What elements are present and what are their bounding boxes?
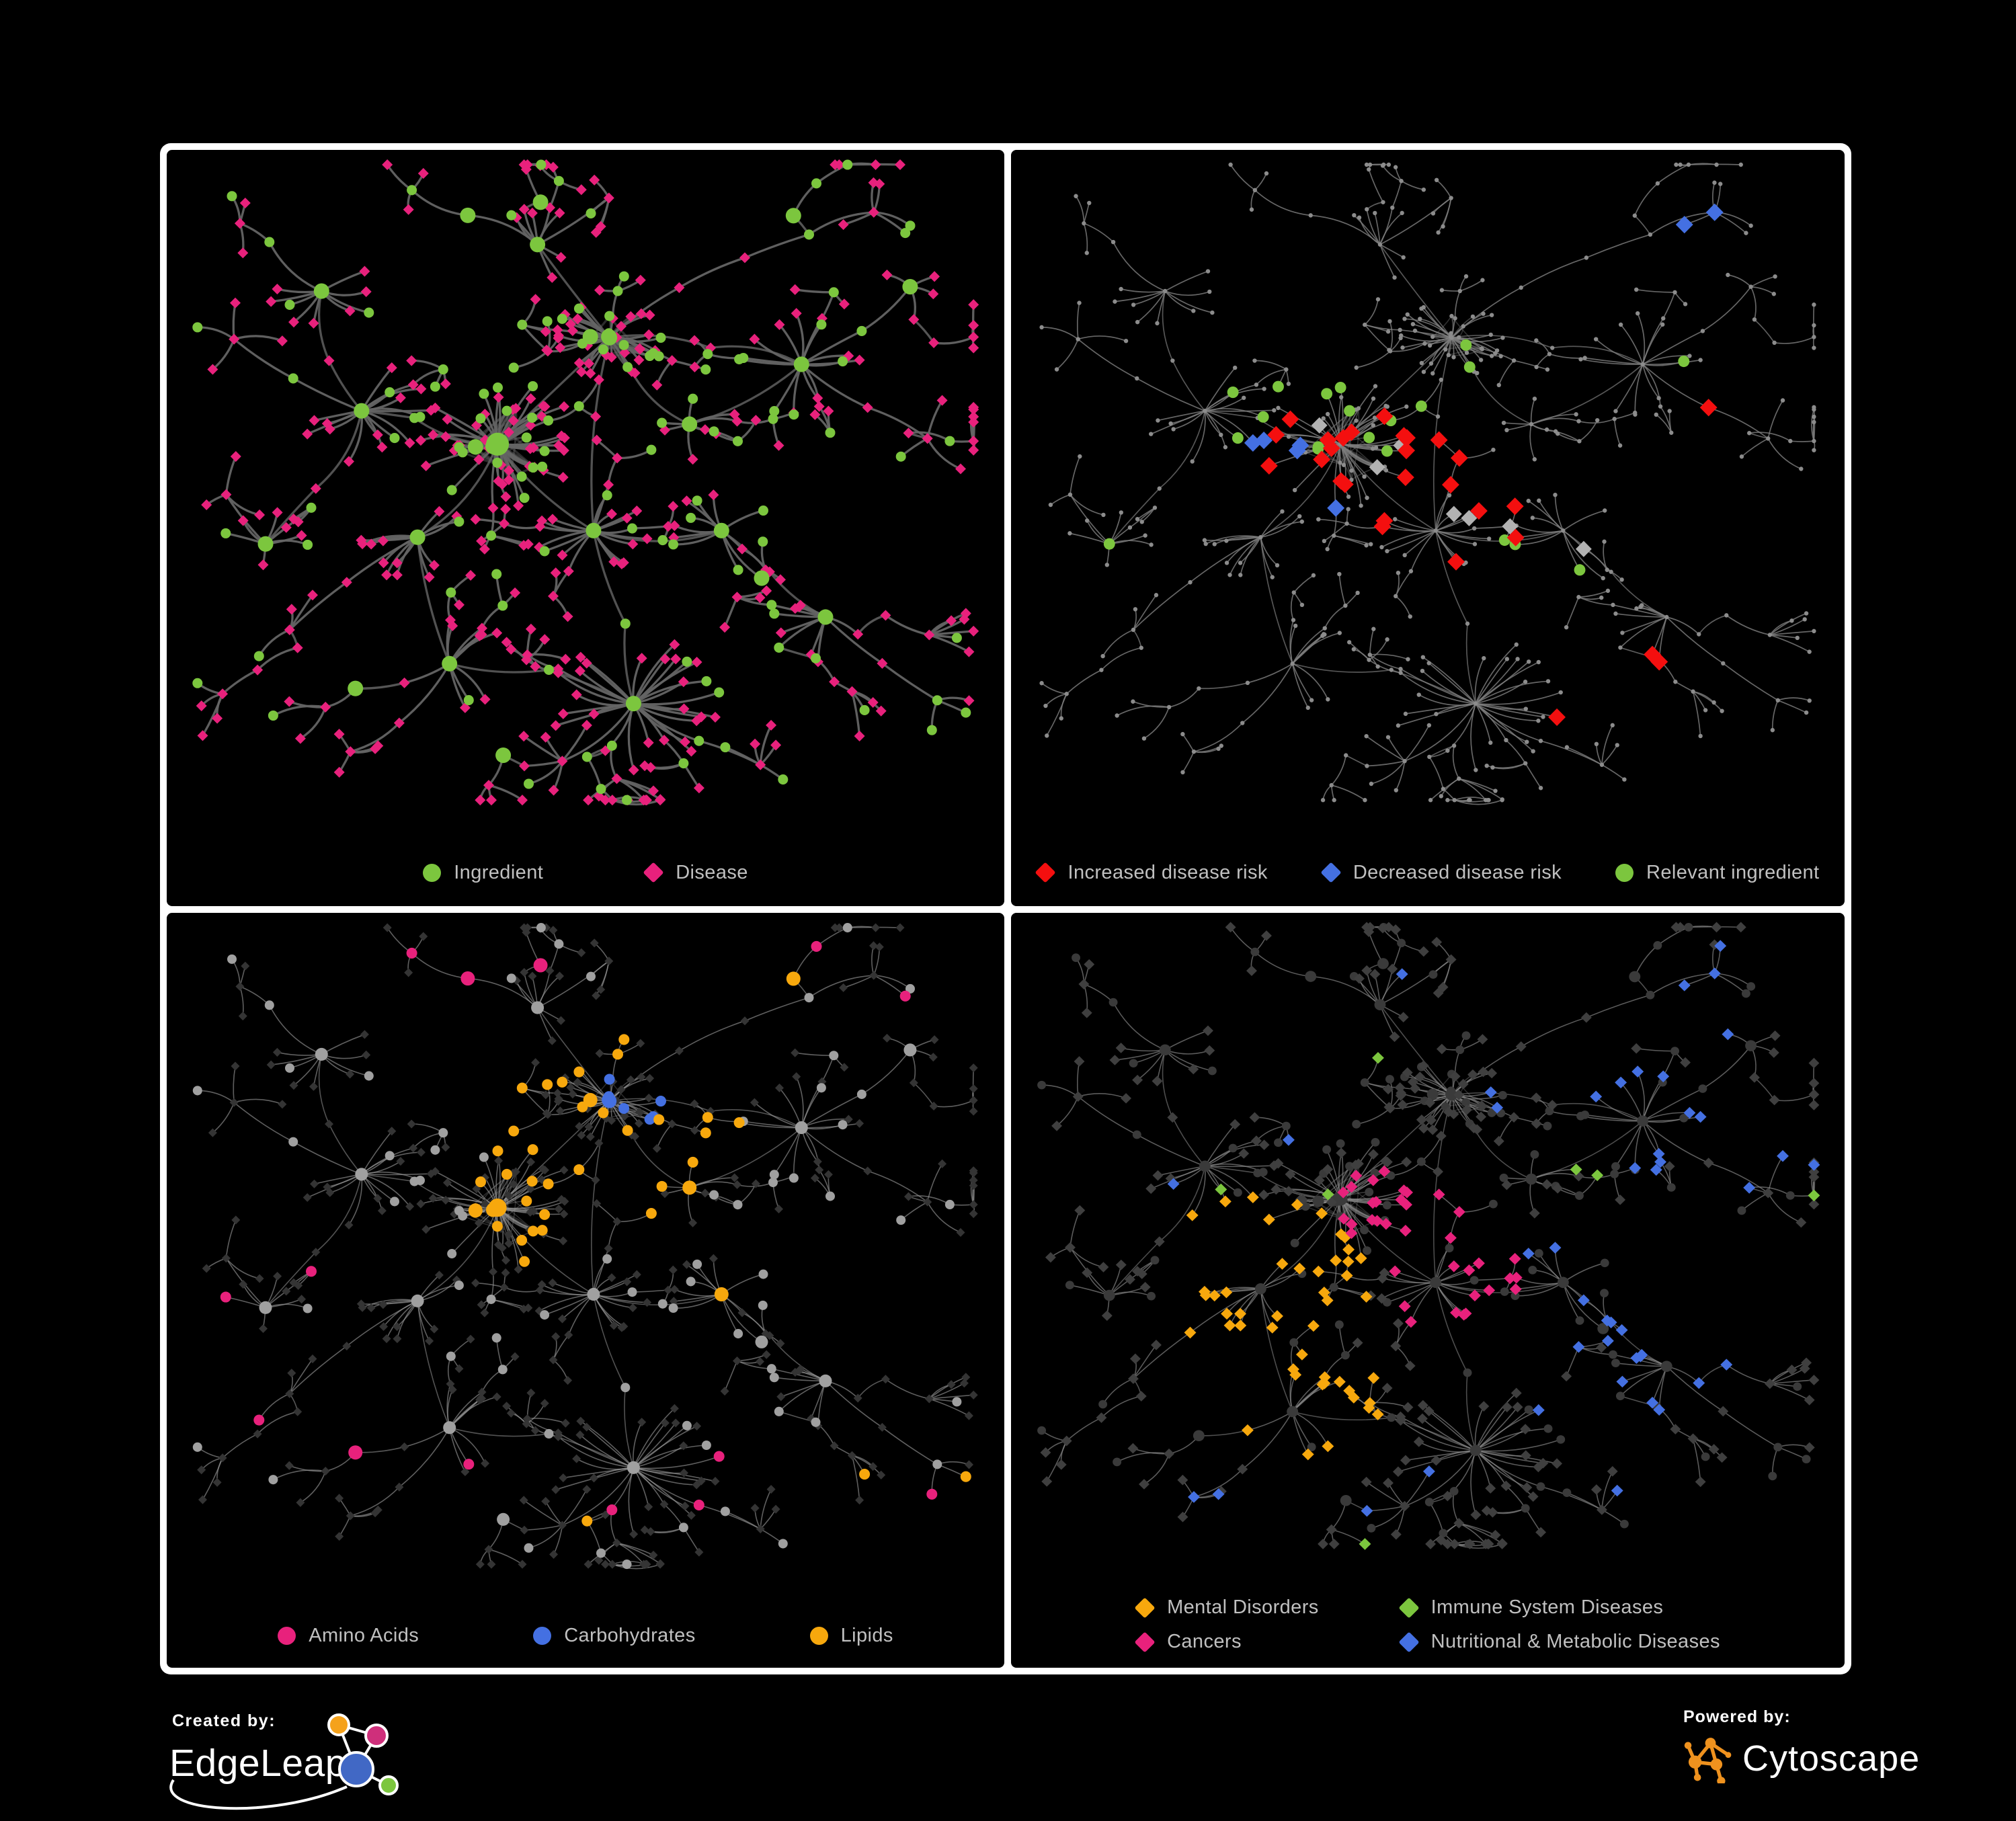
- edgeleap-swoosh: [169, 1779, 348, 1810]
- network-area-3: [167, 913, 1004, 1603]
- legend-item: Carbohydrates: [533, 1625, 695, 1647]
- legend-item: Cancers: [1134, 1631, 1319, 1653]
- legend-label: Relevant ingredient: [1646, 861, 1820, 883]
- panel-disease-risk: Increased disease risk Decreased disease …: [1011, 150, 1845, 906]
- legend-circle-icon: [423, 863, 442, 882]
- legend-item: Ingredient: [423, 862, 543, 884]
- network-area-2: [1011, 150, 1845, 839]
- legend-label: Carbohydrates: [564, 1624, 696, 1646]
- legend-label: Amino Acids: [309, 1624, 419, 1646]
- edgeleap-node-blue: [338, 1751, 374, 1787]
- legend-diamond-icon: [643, 862, 664, 883]
- legend-disease-risk: Increased disease risk Decreased disease …: [1011, 839, 1845, 906]
- network-canvas-ingredient-classes: [192, 923, 978, 1570]
- legend-item: Lipids: [809, 1624, 893, 1647]
- legend-circle-icon: [533, 1626, 552, 1645]
- legend-diamond-icon: [1398, 1631, 1420, 1653]
- network-area-1: [167, 150, 1004, 839]
- legend-label: Immune System Diseases: [1430, 1596, 1664, 1618]
- legend-item: Mental Disorders: [1134, 1596, 1319, 1619]
- legend-label: Nutritional & Metabolic Diseases: [1430, 1631, 1720, 1652]
- legend-item: Disease: [643, 861, 748, 884]
- edgeleap-node-green: [378, 1775, 399, 1795]
- network-area-4: [1011, 913, 1845, 1582]
- legend-label: Ingredient: [454, 861, 544, 883]
- network-canvas-disease-risk: [1039, 162, 1816, 805]
- panel-ingredient-disease: Ingredient Disease: [167, 150, 1004, 906]
- edgeleap-logo: Created by: EdgeLeap: [169, 1711, 399, 1810]
- legend-label: Disease: [676, 861, 748, 883]
- legend-disease-classes: Mental Disorders Immune System Diseases Ca…: [1011, 1582, 1845, 1668]
- edgeleap-wordmark: EdgeLeap: [169, 1742, 347, 1785]
- created-by-block: Created by: EdgeLeap: [161, 1705, 417, 1818]
- powered-by-label: Powered by:: [1683, 1707, 1791, 1726]
- edgeleap-network-icon: [327, 1713, 399, 1795]
- panel-ingredient-classes: Amino Acids Carbohydrates Lipids: [167, 913, 1004, 1668]
- legend-label: Mental Disorders: [1167, 1596, 1319, 1618]
- edgeleap-node-magenta: [364, 1724, 389, 1748]
- legend-circle-icon: [278, 1626, 296, 1645]
- legend-circle-icon: [1615, 863, 1634, 882]
- legend-item: Increased disease risk: [1035, 861, 1268, 884]
- network-canvas-ingredient-disease: [192, 159, 979, 806]
- legend-ingredient-classes: Amino Acids Carbohydrates Lipids: [167, 1603, 1004, 1668]
- powered-by-block: Powered by: Cytoscape: [1683, 1707, 1920, 1783]
- legend-circle-icon: [809, 1626, 828, 1645]
- legend-label: Decreased disease risk: [1353, 861, 1562, 883]
- legend-item: Amino Acids: [278, 1625, 419, 1647]
- cytoscape-icon: [1684, 1738, 1732, 1783]
- legend-ingredient-disease: Ingredient Disease: [167, 839, 1004, 906]
- created-by-label: Created by:: [172, 1711, 276, 1730]
- legend-diamond-icon: [1134, 1631, 1156, 1653]
- panel-disease-classes: Mental Disorders Immune System Diseases Ca…: [1011, 913, 1845, 1668]
- legend-diamond-icon: [1134, 1596, 1156, 1619]
- legend-diamond-icon: [1035, 862, 1057, 883]
- legend-diamond-icon: [1320, 862, 1342, 883]
- legend-item: Nutritional & Metabolic Diseases: [1398, 1631, 1720, 1653]
- legend-item: Immune System Diseases: [1398, 1596, 1720, 1619]
- legend-label: Increased disease risk: [1067, 861, 1268, 883]
- legend-label: Lipids: [840, 1624, 893, 1646]
- panel-grid-frame: Ingredient Disease Increased disease risk…: [160, 143, 1851, 1674]
- network-canvas-disease-classes: [1037, 922, 1820, 1550]
- legend-item: Relevant ingredient: [1615, 862, 1819, 884]
- legend-item: Decreased disease risk: [1320, 861, 1562, 884]
- legend-label: Cancers: [1167, 1631, 1242, 1652]
- cytoscape-wordmark: Cytoscape: [1742, 1738, 1921, 1779]
- edgeleap-node-orange: [327, 1713, 350, 1736]
- legend-diamond-icon: [1398, 1596, 1420, 1619]
